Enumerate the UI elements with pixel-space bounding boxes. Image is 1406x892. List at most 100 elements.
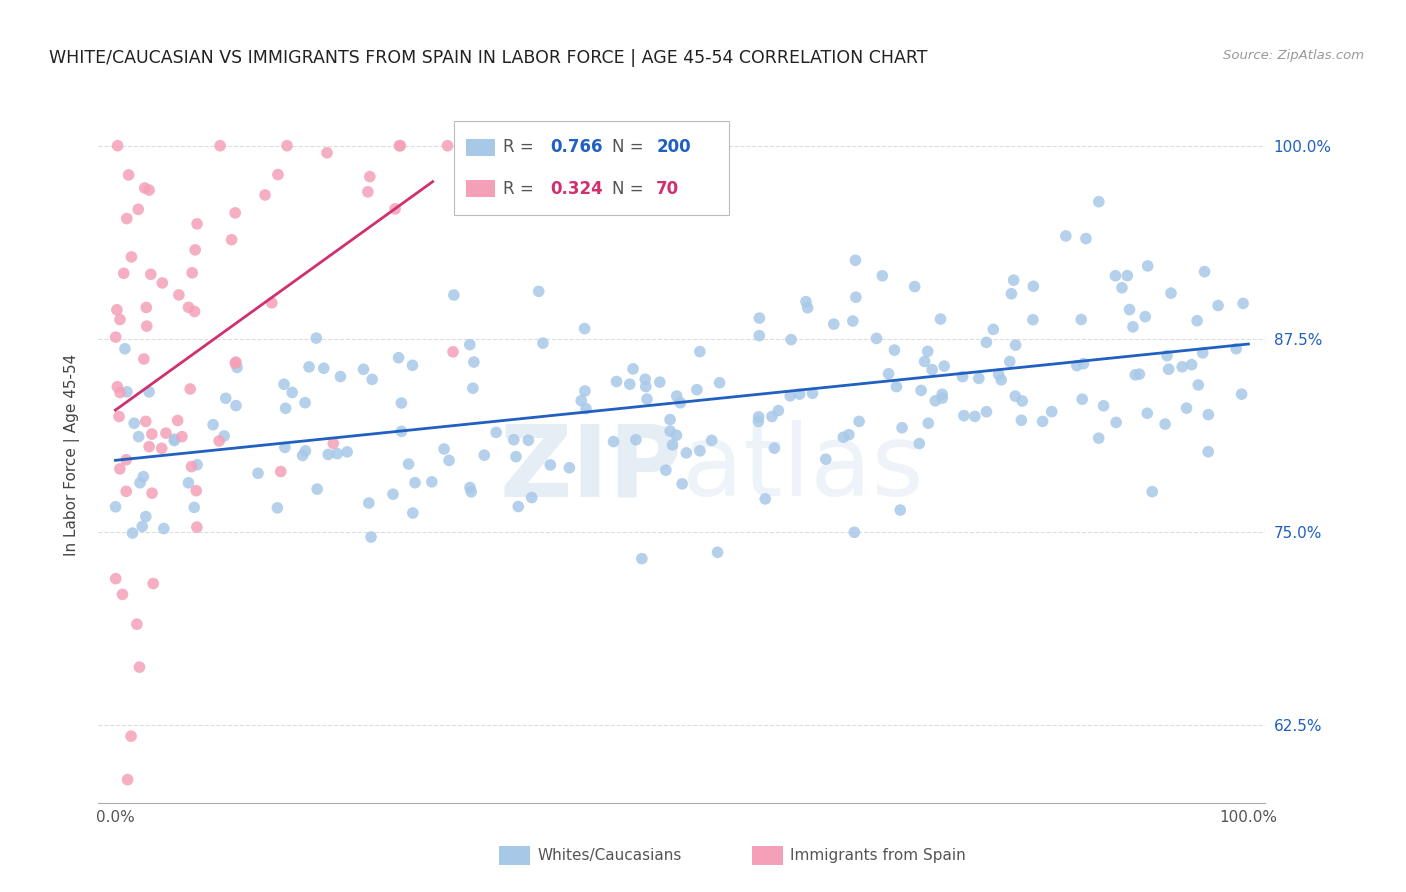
Text: 200: 200 (657, 138, 690, 156)
Point (402, 506, 425, 520)
Point (1040, 404, 1063, 418)
Point (624, 433, 647, 447)
Point (138, 384, 160, 399)
Point (675, 446, 697, 460)
Point (575, 401, 598, 416)
Point (987, 368, 1010, 382)
Point (1185, 314, 1208, 328)
Point (270, 465, 292, 479)
Y-axis label: In Labor Force | Age 45-54: In Labor Force | Age 45-54 (65, 354, 80, 556)
Point (221, 233, 243, 247)
Point (865, 331, 887, 345)
Point (150, 276, 173, 290)
Point (502, 433, 524, 447)
Point (167, 288, 190, 302)
Point (135, 319, 157, 334)
Point (111, 587, 134, 601)
Text: 0.324: 0.324 (550, 179, 603, 198)
Point (1074, 231, 1097, 245)
Point (508, 500, 530, 514)
Point (458, 481, 481, 495)
Point (872, 268, 894, 283)
Point (387, 351, 409, 365)
Point (307, 482, 329, 496)
Point (260, 295, 283, 310)
Point (115, 452, 138, 467)
Point (686, 383, 709, 397)
FancyBboxPatch shape (454, 121, 728, 215)
Point (1230, 387, 1253, 401)
Point (389, 396, 412, 410)
Point (163, 434, 186, 448)
Point (747, 414, 769, 428)
Point (467, 138, 489, 153)
Point (1140, 484, 1163, 499)
Point (1011, 393, 1033, 408)
Point (531, 336, 554, 351)
Point (505, 450, 527, 464)
Point (104, 330, 127, 344)
Point (963, 409, 986, 424)
Point (127, 202, 149, 217)
Point (129, 475, 152, 490)
Point (931, 387, 953, 401)
Point (183, 304, 205, 318)
Point (558, 460, 581, 475)
Point (186, 458, 208, 472)
Point (665, 389, 688, 403)
Point (1206, 299, 1229, 313)
Point (312, 361, 335, 376)
Point (329, 369, 352, 384)
Point (401, 359, 423, 373)
Point (832, 430, 855, 444)
Point (389, 138, 412, 153)
Point (276, 138, 298, 153)
Point (155, 426, 177, 441)
Point (183, 500, 205, 515)
Point (517, 434, 540, 448)
Point (224, 206, 246, 220)
Point (361, 372, 384, 386)
Point (226, 360, 249, 375)
Point (669, 396, 692, 410)
Point (135, 414, 157, 428)
Point (754, 491, 776, 506)
Point (619, 377, 641, 392)
Point (202, 417, 225, 432)
Point (1128, 367, 1150, 381)
Point (141, 427, 163, 442)
Point (634, 379, 657, 393)
Point (326, 447, 349, 461)
Point (1118, 302, 1140, 317)
Point (976, 405, 998, 419)
Point (215, 391, 238, 405)
Point (1054, 228, 1077, 243)
Point (931, 391, 953, 405)
Point (186, 217, 208, 231)
Point (436, 138, 458, 153)
Point (1002, 273, 1025, 287)
Point (1232, 296, 1254, 310)
Point (883, 343, 905, 357)
Text: 70: 70 (657, 179, 679, 198)
Point (929, 312, 952, 326)
Point (316, 447, 339, 461)
Point (105, 380, 128, 394)
Text: WHITE/CAUCASIAN VS IMMIGRANTS FROM SPAIN IN LABOR FORCE | AGE 45-54 CORRELATION : WHITE/CAUCASIAN VS IMMIGRANTS FROM SPAIN… (49, 49, 928, 67)
Point (952, 369, 974, 384)
Point (823, 317, 845, 331)
Point (1022, 279, 1045, 293)
Point (665, 428, 688, 442)
Point (115, 484, 138, 499)
Point (131, 519, 153, 533)
Point (135, 509, 157, 524)
Point (910, 384, 932, 398)
Point (1088, 194, 1111, 209)
Point (391, 425, 413, 439)
Point (458, 337, 481, 351)
Point (780, 333, 803, 347)
Point (420, 475, 443, 489)
Point (761, 409, 783, 424)
Point (461, 381, 484, 395)
Point (398, 457, 420, 471)
